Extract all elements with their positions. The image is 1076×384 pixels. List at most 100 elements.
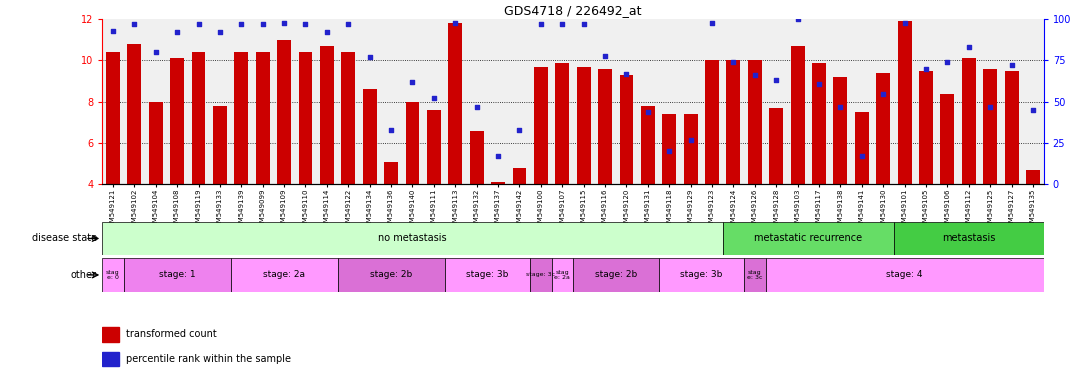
Point (447, 20, 464, 26)
Bar (105, 52, 119, 184)
Text: percentile rank within the sample: percentile rank within the sample (126, 354, 291, 364)
Bar (812, 63, 826, 184)
Bar (1005, 71, 1019, 184)
Point (575, 21, 592, 27)
Bar (962, 58, 976, 184)
Bar (102, 326, 118, 341)
Text: stage: 3b: stage: 3b (680, 270, 723, 280)
Point (596, 53, 613, 59)
Bar (620, 75, 634, 184)
Bar (320, 46, 334, 184)
Point (189, 21, 207, 27)
Point (169, 29, 186, 35)
Point (618, 71, 635, 77)
Bar (726, 61, 740, 184)
Bar (659, 258, 745, 292)
Text: stage: 3c: stage: 3c (526, 272, 555, 278)
Bar (534, 67, 548, 184)
Text: stage: 3b: stage: 3b (466, 270, 509, 280)
Bar (102, 351, 118, 366)
Point (981, 104, 999, 110)
Bar (406, 102, 420, 184)
Text: metastasis: metastasis (943, 233, 995, 243)
Point (511, 127, 528, 133)
Point (254, 21, 271, 27)
Bar (748, 61, 762, 184)
Bar (745, 258, 765, 292)
Point (490, 153, 507, 159)
Bar (124, 258, 230, 292)
Bar (577, 67, 591, 184)
Point (747, 72, 764, 78)
Bar (363, 89, 377, 184)
Point (318, 29, 336, 35)
Text: stage: 4: stage: 4 (887, 270, 923, 280)
Bar (230, 258, 338, 292)
Bar (641, 106, 655, 184)
Bar (127, 44, 141, 184)
Bar (341, 52, 355, 184)
Text: stage: 1: stage: 1 (159, 270, 196, 280)
Point (767, 77, 784, 83)
Bar (552, 258, 572, 292)
Bar (791, 46, 805, 184)
Point (533, 21, 550, 27)
Bar (683, 114, 697, 184)
Bar (148, 102, 162, 184)
Point (382, 127, 399, 133)
Bar (663, 114, 676, 184)
Bar (723, 222, 894, 255)
Text: disease state: disease state (31, 233, 97, 243)
Bar (102, 222, 723, 255)
Bar (298, 52, 312, 184)
Bar (470, 131, 483, 184)
Bar (705, 61, 719, 184)
Bar (338, 258, 444, 292)
Bar (449, 23, 463, 184)
Bar (170, 58, 184, 184)
Title: GDS4718 / 226492_at: GDS4718 / 226492_at (505, 3, 641, 17)
Point (639, 109, 656, 115)
Bar (213, 106, 227, 184)
Point (1024, 107, 1042, 113)
Point (810, 81, 827, 87)
Point (1003, 62, 1020, 68)
Bar (876, 73, 890, 184)
Bar (256, 52, 270, 184)
Bar (491, 182, 505, 184)
Point (918, 66, 935, 72)
Bar (102, 258, 124, 292)
Bar (919, 71, 933, 184)
Text: no metastasis: no metastasis (378, 233, 447, 243)
Bar (765, 258, 1044, 292)
Point (425, 95, 442, 101)
Bar (855, 112, 868, 184)
Point (404, 79, 421, 85)
Point (468, 104, 485, 110)
Bar (235, 52, 249, 184)
Bar (555, 63, 569, 184)
Point (704, 20, 721, 26)
Point (661, 148, 678, 154)
Bar (897, 21, 911, 184)
Text: metastatic recurrence: metastatic recurrence (754, 233, 862, 243)
Bar (598, 69, 612, 184)
Bar (384, 162, 398, 184)
Bar (572, 258, 659, 292)
Bar (427, 110, 441, 184)
Text: stag
e: 2a: stag e: 2a (554, 270, 570, 280)
Bar (769, 108, 783, 184)
Point (275, 20, 293, 26)
Point (340, 21, 357, 27)
Point (362, 54, 379, 60)
Point (939, 59, 957, 65)
Text: stage: 2b: stage: 2b (595, 270, 637, 280)
Point (554, 21, 571, 27)
Bar (278, 40, 291, 184)
Point (853, 153, 870, 159)
Bar (894, 222, 1044, 255)
Bar (512, 168, 526, 184)
Text: stag
e: 0: stag e: 0 (107, 270, 119, 280)
Bar (940, 94, 954, 184)
Point (297, 21, 314, 27)
